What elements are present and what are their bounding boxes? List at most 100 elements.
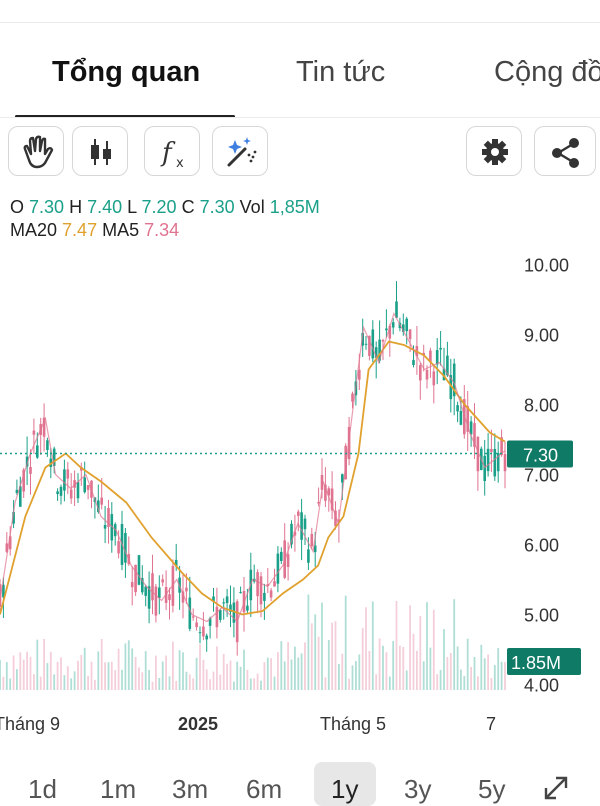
y-tick-label: 6.00 bbox=[524, 536, 559, 556]
timeframe-1m[interactable]: 1m bbox=[100, 774, 137, 804]
candle-body bbox=[191, 616, 195, 618]
volume-bar bbox=[453, 599, 456, 690]
settings-button[interactable] bbox=[466, 126, 522, 176]
volume-bar bbox=[158, 678, 161, 690]
volume-bar bbox=[155, 655, 157, 690]
tab-news[interactable]: Tin tức bbox=[296, 56, 386, 88]
volume-bar bbox=[246, 669, 249, 690]
hand-tool-button[interactable] bbox=[8, 126, 64, 176]
volume-bar bbox=[12, 655, 15, 690]
expand-icon[interactable] bbox=[540, 772, 572, 804]
candle-body bbox=[76, 481, 80, 499]
volume-bar bbox=[195, 657, 198, 690]
candle-body bbox=[22, 469, 25, 492]
candle-body bbox=[5, 543, 9, 552]
volume-bar bbox=[385, 652, 388, 690]
volume-bar bbox=[104, 662, 106, 690]
volume-bar bbox=[395, 601, 398, 690]
timeframe-bar: 1d 1m 3m 6m 1y 3y 5y bbox=[0, 760, 600, 806]
candle-body bbox=[483, 455, 486, 481]
volume-bar bbox=[368, 651, 371, 690]
volume-bar bbox=[249, 678, 252, 690]
candle-body bbox=[154, 586, 158, 616]
price-chart[interactable]: 10.00 9.00 8.00 7.00 6.00 5.00 4.00 7.30 1.85M Th… bbox=[0, 240, 600, 745]
timeframe-3y[interactable]: 3y bbox=[404, 774, 432, 804]
volume-bar bbox=[107, 662, 110, 690]
drawing-tools-button[interactable] bbox=[212, 126, 268, 176]
chart-type-button[interactable] bbox=[72, 126, 128, 176]
close-value: 7.30 bbox=[199, 197, 235, 217]
candle-body bbox=[341, 474, 344, 483]
candle-body bbox=[246, 605, 249, 611]
candle-body bbox=[212, 596, 215, 602]
candle-body bbox=[195, 622, 198, 628]
volume-bar bbox=[49, 651, 52, 690]
volume-bar bbox=[236, 661, 239, 690]
candle-body bbox=[124, 533, 127, 563]
candle-body bbox=[141, 578, 144, 593]
candle-body bbox=[378, 339, 381, 361]
y-tick-label: 7.00 bbox=[524, 466, 559, 486]
candle-body bbox=[269, 590, 273, 598]
candle-body bbox=[503, 454, 507, 472]
volume-bar bbox=[493, 665, 496, 690]
timeframe-6m[interactable]: 6m bbox=[246, 774, 283, 804]
candle-body bbox=[456, 405, 459, 412]
volume-bar bbox=[53, 674, 56, 690]
y-tick-label: 10.00 bbox=[524, 256, 569, 276]
volume-bar bbox=[405, 670, 408, 690]
indicators-button[interactable]: f x bbox=[144, 126, 200, 176]
timeframe-1y[interactable]: 1y bbox=[331, 774, 359, 804]
candle-body bbox=[158, 587, 161, 599]
candle-body bbox=[395, 301, 398, 318]
volume-bar bbox=[375, 674, 378, 690]
volume-bar bbox=[416, 650, 418, 690]
candle-body bbox=[286, 554, 290, 567]
share-button[interactable] bbox=[534, 126, 596, 176]
volume-bar bbox=[253, 678, 256, 690]
volume-label: Vol bbox=[239, 197, 265, 217]
volume-bar bbox=[317, 636, 320, 690]
volume-bar bbox=[199, 644, 201, 690]
candlestick-icon bbox=[91, 139, 111, 165]
x-tick-label: Tháng 5 bbox=[320, 714, 386, 734]
volume-bar bbox=[500, 661, 503, 690]
candle-body bbox=[490, 449, 493, 452]
candle-body bbox=[66, 469, 70, 479]
volume-bar bbox=[256, 673, 259, 690]
volume-bar bbox=[243, 649, 245, 690]
candle-body bbox=[446, 355, 449, 376]
volume-bar bbox=[497, 648, 500, 690]
volume-bar bbox=[263, 662, 266, 690]
volume-bar bbox=[9, 678, 12, 690]
volume-bar bbox=[138, 667, 140, 690]
candle-body bbox=[303, 518, 307, 530]
candle-body bbox=[273, 581, 276, 587]
volume-bar bbox=[371, 601, 374, 690]
candle-body bbox=[266, 584, 270, 586]
volume-bar bbox=[121, 669, 123, 690]
candle-body bbox=[425, 369, 429, 380]
candle-body bbox=[469, 421, 473, 435]
volume-bar bbox=[233, 681, 235, 690]
volume-bar bbox=[283, 661, 286, 690]
volume-bar bbox=[287, 642, 289, 690]
volume-bar bbox=[504, 662, 506, 690]
ma-row: MA20 7.47 MA5 7.34 bbox=[10, 219, 320, 242]
open-label: O bbox=[10, 197, 25, 217]
candle-body bbox=[219, 610, 222, 620]
tab-overview[interactable]: Tổng quan bbox=[52, 56, 201, 88]
volume-bar bbox=[144, 651, 147, 690]
candle-body bbox=[202, 626, 205, 637]
volume-bar bbox=[212, 671, 215, 690]
candle-body bbox=[466, 406, 469, 432]
volume-bar bbox=[331, 622, 333, 690]
timeframe-3m[interactable]: 3m bbox=[172, 774, 209, 804]
active-tab-indicator bbox=[15, 115, 235, 118]
volume-bar bbox=[446, 657, 449, 690]
candle-body bbox=[307, 549, 310, 563]
timeframe-5y[interactable]: 5y bbox=[478, 774, 506, 804]
timeframe-1d[interactable]: 1d bbox=[28, 774, 57, 804]
tab-community[interactable]: Cộng đồ bbox=[494, 56, 600, 88]
candle-body bbox=[19, 486, 22, 507]
